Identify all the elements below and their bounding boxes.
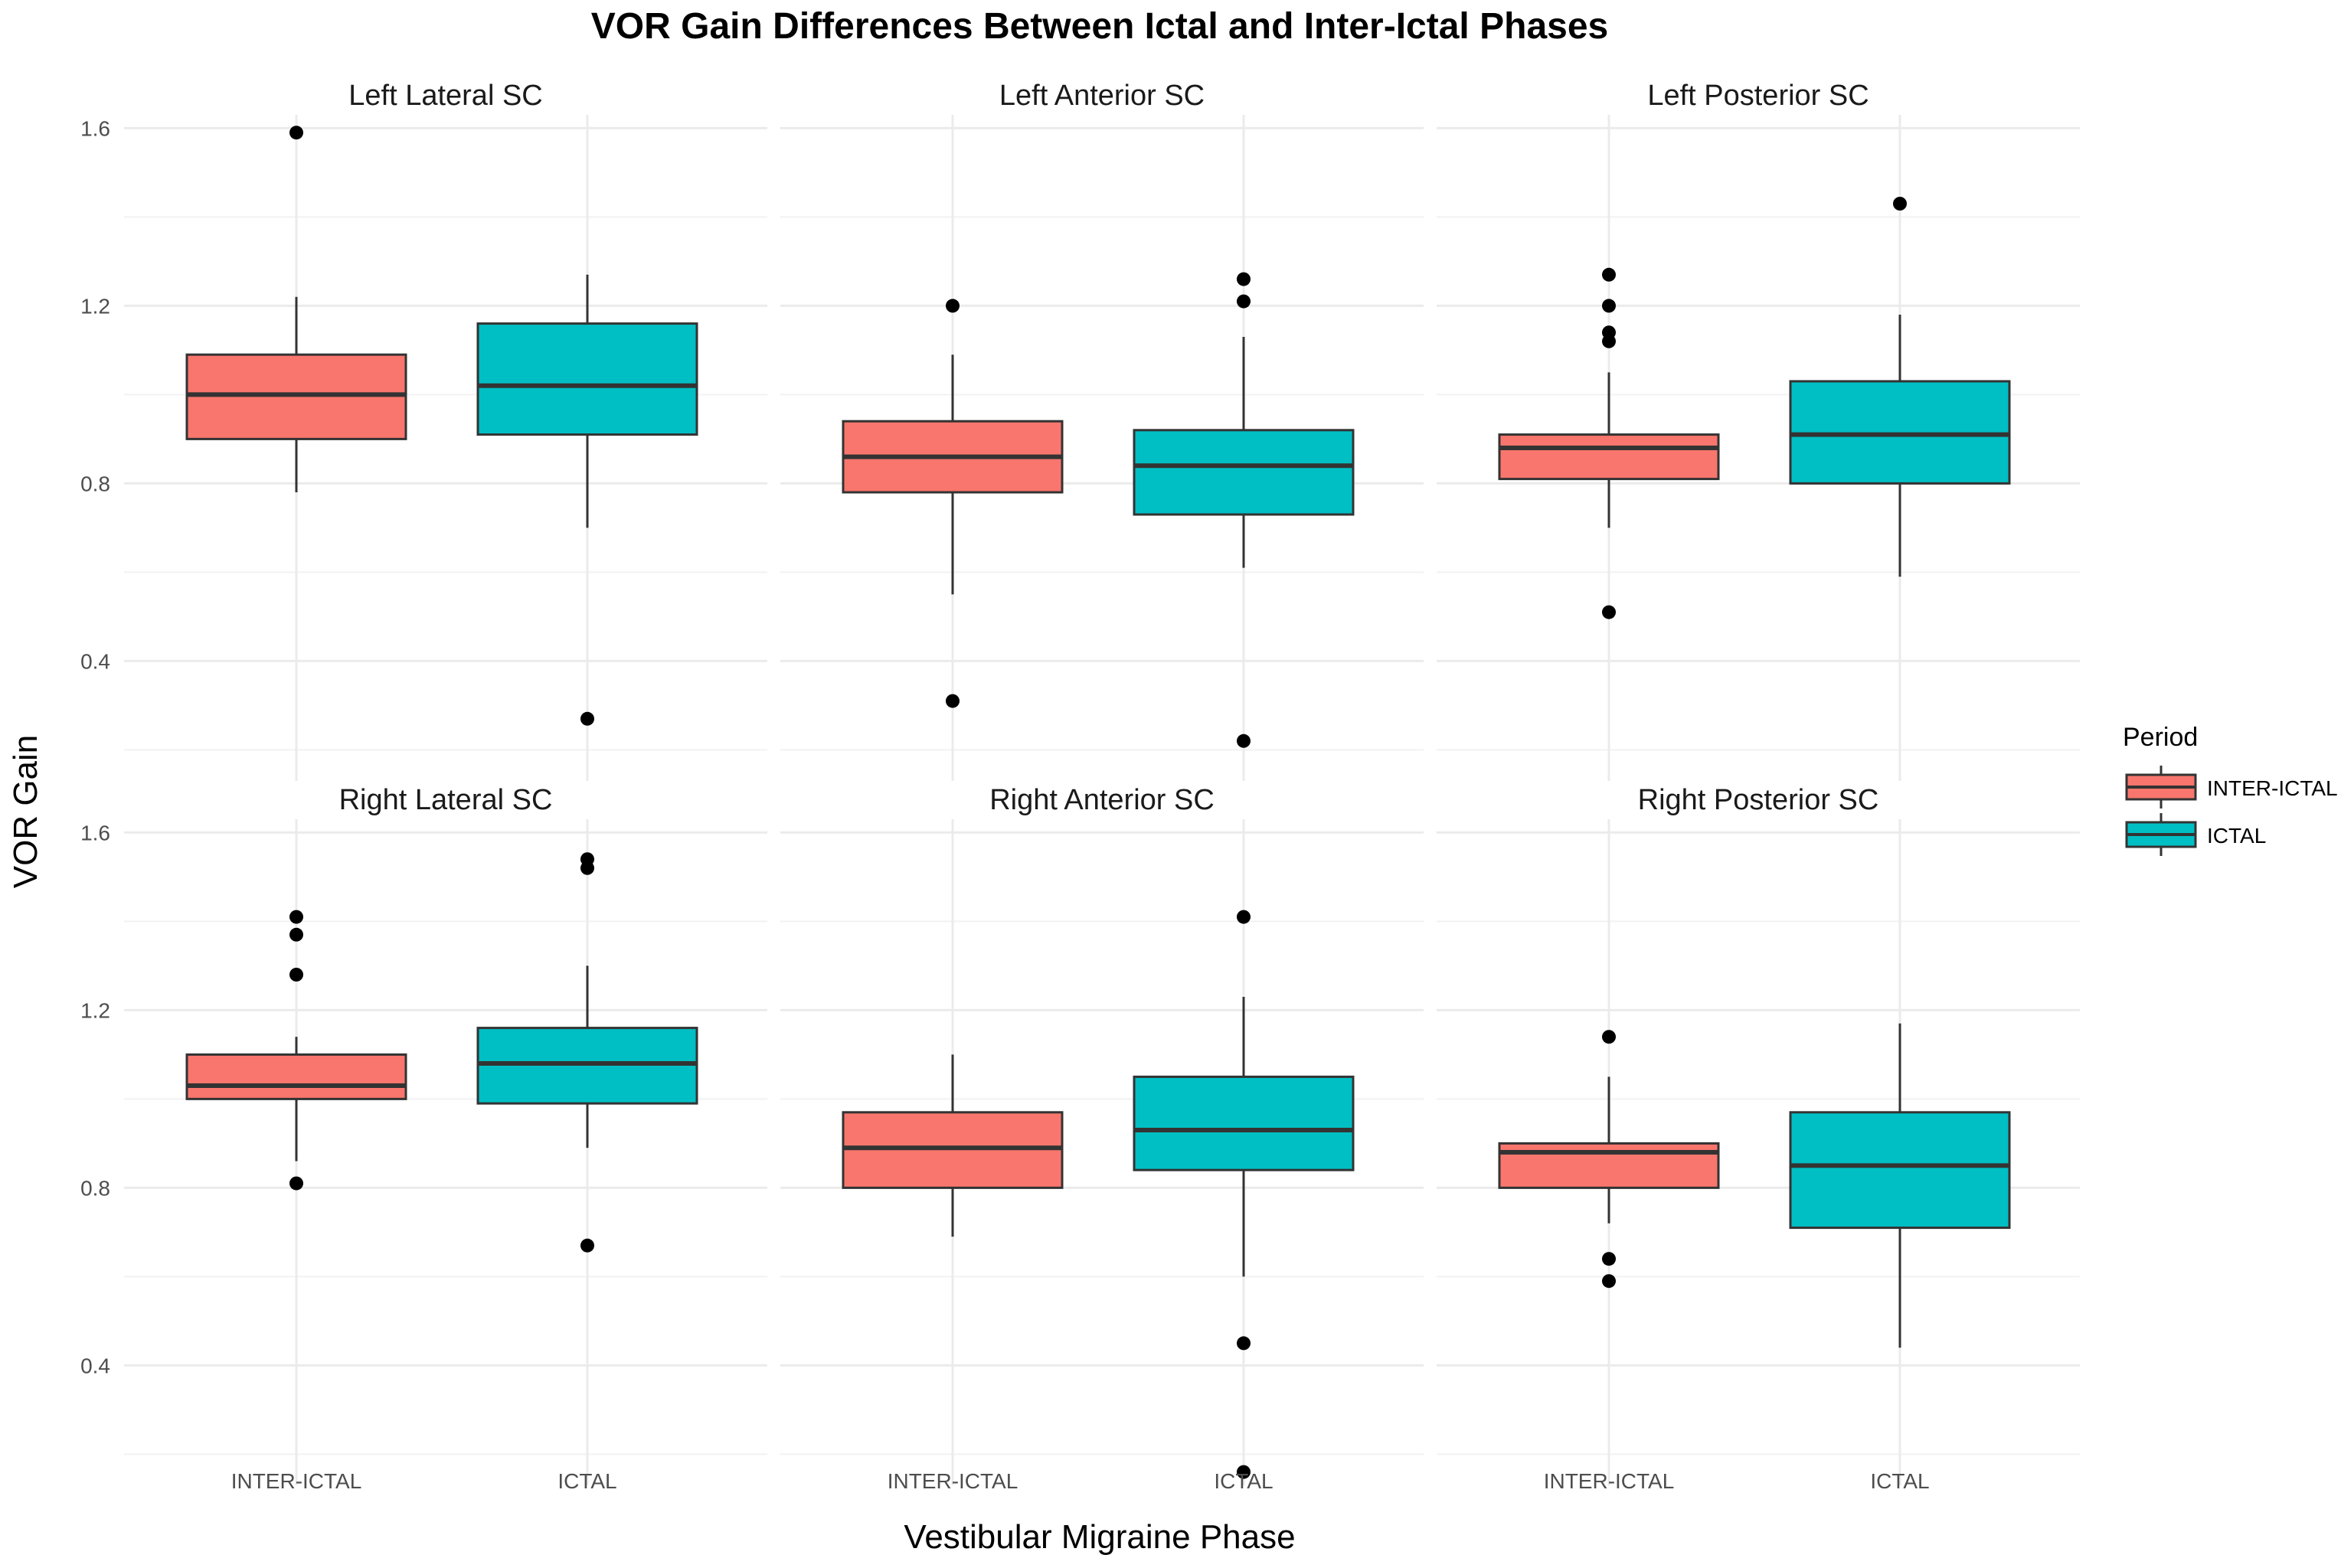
- y-tick-label: 0.8: [80, 472, 110, 495]
- outlier-point: [1602, 1274, 1616, 1289]
- outlier-point: [1237, 733, 1251, 748]
- outlier-point: [289, 968, 303, 982]
- outlier-point: [946, 694, 960, 708]
- outlier-point: [1893, 197, 1907, 211]
- box-iqr: [1789, 1111, 2011, 1230]
- outlier-point: [580, 1238, 594, 1253]
- facet-label: Right Posterior SC: [1638, 784, 1879, 816]
- outlier-point: [1237, 910, 1251, 924]
- outlier-point: [1237, 294, 1251, 309]
- outlier-point: [289, 910, 303, 924]
- outlier-point: [1602, 1030, 1616, 1044]
- legend: Period INTER-ICTAL ICTAL: [2123, 723, 2338, 856]
- x-tick-label: INTER-ICTAL: [231, 1469, 362, 1493]
- y-axis-title: VOR Gain: [7, 735, 44, 889]
- facet-panel: Right Anterior SC INTER-ICTAL ICTAL: [780, 784, 1424, 1493]
- outlier-point: [289, 927, 303, 942]
- x-tick-label: INTER-ICTAL: [1544, 1469, 1675, 1493]
- outlier-point: [289, 1176, 303, 1191]
- outlier-point: [1602, 1252, 1616, 1266]
- x-tick-label: ICTAL: [557, 1469, 616, 1493]
- y-tick-label: 1.6: [80, 116, 110, 140]
- x-tick-label: ICTAL: [1870, 1469, 1929, 1493]
- y-tick-label: 0.4: [80, 1354, 110, 1377]
- facet-label: Left Posterior SC: [1647, 80, 1869, 112]
- outlier-point: [1602, 605, 1616, 619]
- x-tick-label: ICTAL: [1214, 1469, 1273, 1493]
- legend-entry-label: ICTAL: [2207, 824, 2266, 848]
- facet-panel: Right Lateral SC 0.4 0.8 1.2 1.6 INTER-ICTAL I…: [80, 784, 767, 1493]
- outlier-point: [1602, 334, 1616, 348]
- facet-label: Left Anterior SC: [999, 80, 1205, 112]
- facet-panels: Left Lateral SC 0.4 0.8 1.2 1.6 Left Anterior…: [80, 80, 2080, 1493]
- facet-panel: Left Lateral SC 0.4 0.8 1.2 1.6: [80, 80, 767, 781]
- outlier-point: [580, 861, 594, 875]
- box-iqr: [1133, 429, 1355, 516]
- outlier-point: [1237, 1336, 1251, 1351]
- outlier-point: [580, 711, 594, 726]
- box-iqr: [1498, 433, 1720, 481]
- facet-label: Left Lateral SC: [348, 80, 542, 112]
- box-iqr: [185, 1053, 407, 1100]
- outlier-point: [946, 299, 960, 313]
- outlier-point: [289, 126, 303, 140]
- x-axis-title: Vestibular Migraine Phase: [904, 1518, 1295, 1556]
- facet-label: Right Anterior SC: [989, 784, 1215, 816]
- outlier-point: [1602, 267, 1616, 282]
- chart-title: VOR Gain Differences Between Ictal and I…: [591, 6, 1608, 47]
- outlier-point: [1237, 272, 1251, 286]
- facet-label: Right Lateral SC: [339, 784, 553, 816]
- legend-title: Period: [2123, 723, 2198, 752]
- facet-panel: Right Posterior SC INTER-ICTAL ICTAL: [1437, 784, 2080, 1493]
- box-iqr: [476, 322, 698, 436]
- box-iqr: [1133, 1075, 1355, 1171]
- y-tick-label: 0.8: [80, 1176, 110, 1200]
- y-tick-label: 1.6: [80, 821, 110, 844]
- outlier-point: [1602, 299, 1616, 313]
- facet-panel: Left Anterior SC: [780, 80, 1424, 781]
- legend-entry-label: INTER-ICTAL: [2207, 776, 2338, 800]
- y-tick-label: 1.2: [80, 294, 110, 318]
- y-tick-label: 1.2: [80, 998, 110, 1022]
- y-tick-label: 0.4: [80, 649, 110, 673]
- facet-panel: Left Posterior SC: [1437, 80, 2080, 781]
- outlier-point: [1237, 1465, 1251, 1479]
- x-tick-label: INTER-ICTAL: [888, 1469, 1018, 1493]
